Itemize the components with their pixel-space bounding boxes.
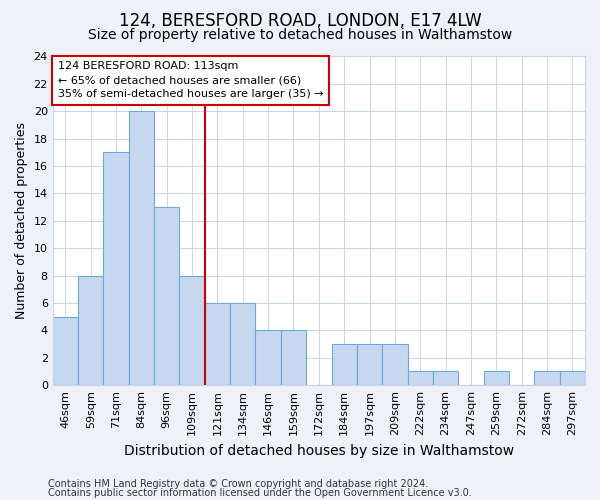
Bar [129, 112, 154, 385]
Y-axis label: Number of detached properties: Number of detached properties [15, 122, 28, 320]
Bar [205, 303, 230, 385]
Text: 124 BERESFORD ROAD: 113sqm
← 65% of detached houses are smaller (66)
35% of semi: 124 BERESFORD ROAD: 113sqm ← 65% of deta… [58, 62, 323, 100]
Text: Size of property relative to detached houses in Walthamstow: Size of property relative to detached ho… [88, 28, 512, 42]
Bar [230, 303, 256, 385]
Bar [256, 330, 281, 385]
Bar [484, 372, 509, 385]
Bar [560, 372, 585, 385]
Bar [103, 152, 129, 385]
X-axis label: Distribution of detached houses by size in Walthamstow: Distribution of detached houses by size … [124, 444, 514, 458]
Text: 124, BERESFORD ROAD, LONDON, E17 4LW: 124, BERESFORD ROAD, LONDON, E17 4LW [119, 12, 481, 30]
Bar [78, 276, 103, 385]
Bar [154, 207, 179, 385]
Bar [407, 372, 433, 385]
Bar [53, 316, 78, 385]
Bar [433, 372, 458, 385]
Bar [281, 330, 306, 385]
Bar [382, 344, 407, 385]
Bar [179, 276, 205, 385]
Bar [535, 372, 560, 385]
Text: Contains HM Land Registry data © Crown copyright and database right 2024.: Contains HM Land Registry data © Crown c… [48, 479, 428, 489]
Text: Contains public sector information licensed under the Open Government Licence v3: Contains public sector information licen… [48, 488, 472, 498]
Bar [357, 344, 382, 385]
Bar [332, 344, 357, 385]
